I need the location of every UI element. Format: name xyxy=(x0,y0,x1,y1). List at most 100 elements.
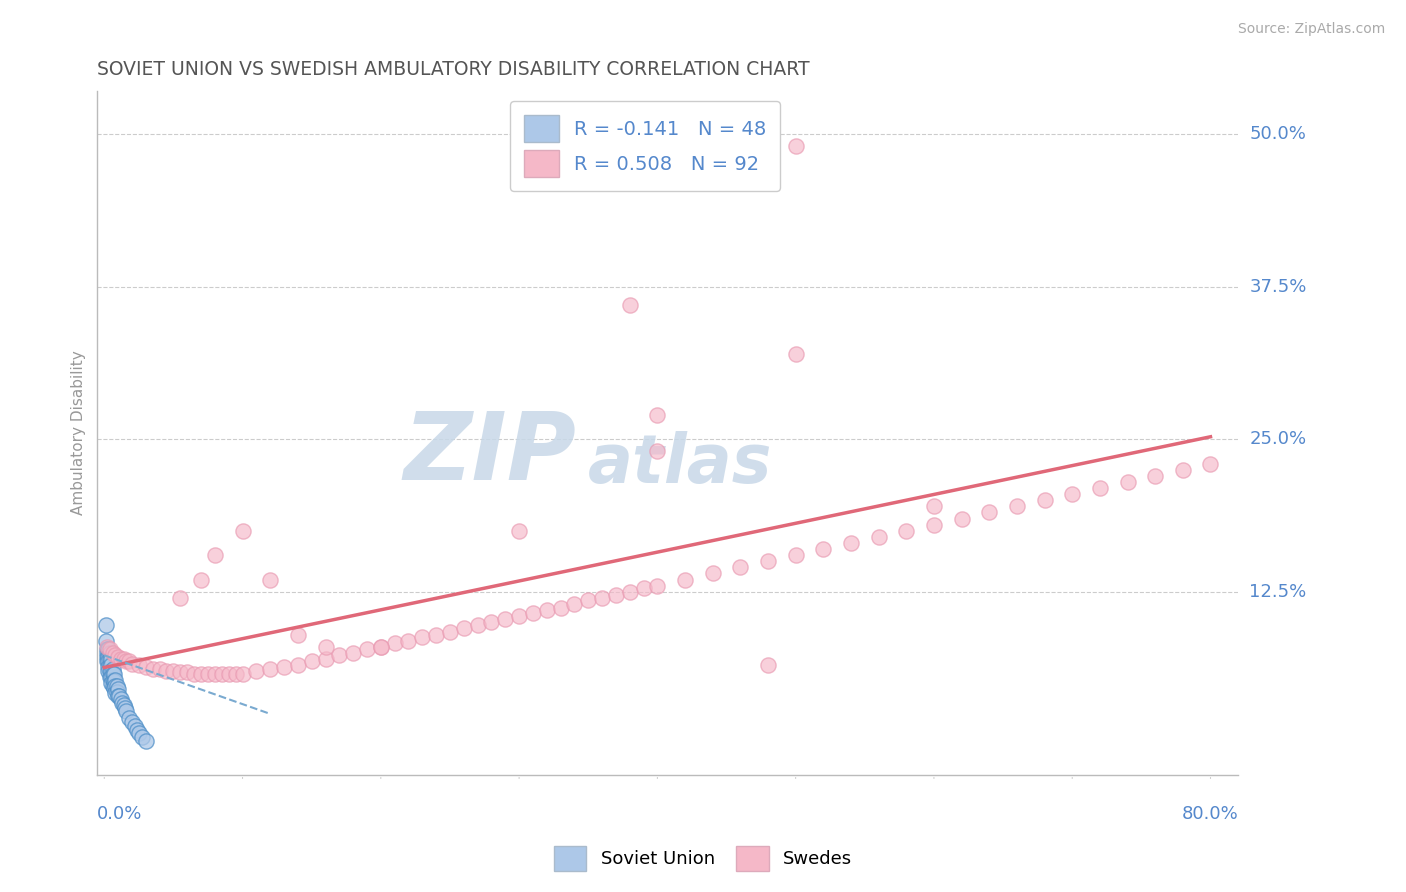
Point xyxy=(398,633,420,648)
Point xyxy=(115,654,138,668)
Text: 37.5%: 37.5% xyxy=(1250,277,1306,295)
Point xyxy=(356,642,378,657)
Point xyxy=(94,633,117,648)
Point xyxy=(97,654,120,668)
Point xyxy=(702,566,724,581)
Point xyxy=(155,664,177,678)
Point xyxy=(97,664,120,678)
Point xyxy=(494,612,516,626)
Point xyxy=(315,640,337,654)
Point xyxy=(115,705,138,719)
Point xyxy=(813,542,835,557)
Point xyxy=(190,573,212,587)
Point xyxy=(508,609,530,624)
Point xyxy=(508,524,530,538)
Text: 80.0%: 80.0% xyxy=(1181,805,1239,823)
Point xyxy=(98,642,121,657)
Point xyxy=(591,591,613,605)
Point xyxy=(453,622,475,636)
Point xyxy=(1144,468,1167,483)
Point xyxy=(98,658,121,673)
Point xyxy=(97,660,120,674)
Point xyxy=(245,664,267,678)
Point xyxy=(105,685,128,699)
Point xyxy=(114,700,136,714)
Point xyxy=(756,554,779,568)
Point xyxy=(481,615,503,630)
Point xyxy=(128,658,150,673)
Point xyxy=(96,649,118,664)
Point xyxy=(204,548,226,562)
Point xyxy=(211,666,233,681)
Point xyxy=(112,698,135,713)
Point xyxy=(96,646,118,660)
Point xyxy=(785,548,807,562)
Point xyxy=(97,642,120,657)
Point xyxy=(104,679,127,693)
Point xyxy=(110,692,132,706)
Point xyxy=(107,682,129,697)
Point xyxy=(785,347,807,361)
Point xyxy=(564,597,586,611)
Point xyxy=(131,730,153,744)
Point xyxy=(1171,463,1194,477)
Point xyxy=(96,640,118,654)
Point xyxy=(100,652,122,666)
Point xyxy=(633,581,655,595)
Point xyxy=(979,505,1001,519)
Point xyxy=(112,652,135,666)
Point xyxy=(105,679,128,693)
Point xyxy=(1199,457,1222,471)
Point xyxy=(287,658,309,673)
Point xyxy=(183,666,205,681)
Point xyxy=(142,662,165,676)
Point xyxy=(100,664,122,678)
Point xyxy=(204,666,226,681)
Point xyxy=(896,524,918,538)
Point xyxy=(124,719,146,733)
Point xyxy=(103,673,125,688)
Legend: R = -0.141   N = 48, R = 0.508   N = 92: R = -0.141 N = 48, R = 0.508 N = 92 xyxy=(510,101,780,191)
Point xyxy=(328,648,350,663)
Point xyxy=(97,649,120,664)
Point xyxy=(647,408,669,422)
Point xyxy=(259,662,281,676)
Point xyxy=(148,662,170,676)
Point xyxy=(342,646,364,660)
Point xyxy=(619,298,641,312)
Point xyxy=(98,670,121,684)
Point xyxy=(121,657,143,671)
Point xyxy=(922,517,945,532)
Point xyxy=(101,673,124,687)
Point xyxy=(110,652,132,666)
Point xyxy=(108,689,131,703)
Point xyxy=(619,584,641,599)
Point xyxy=(107,689,129,703)
Point xyxy=(128,726,150,740)
Text: Source: ZipAtlas.com: Source: ZipAtlas.com xyxy=(1237,22,1385,37)
Point xyxy=(232,524,254,538)
Point xyxy=(98,646,121,660)
Point xyxy=(550,600,572,615)
Point xyxy=(225,666,247,681)
Point xyxy=(730,560,752,574)
Text: ZIP: ZIP xyxy=(404,408,576,500)
Point xyxy=(135,733,157,747)
Point xyxy=(673,573,696,587)
Point xyxy=(576,593,599,607)
Text: atlas: atlas xyxy=(588,431,772,497)
Point xyxy=(162,664,184,678)
Point xyxy=(101,662,124,676)
Point xyxy=(605,589,627,603)
Point xyxy=(647,579,669,593)
Point xyxy=(103,666,125,681)
Point xyxy=(118,710,141,724)
Point xyxy=(301,654,323,668)
Point xyxy=(756,658,779,673)
Point xyxy=(190,666,212,681)
Text: 12.5%: 12.5% xyxy=(1250,582,1306,601)
Point xyxy=(384,636,406,650)
Point xyxy=(370,640,392,654)
Point xyxy=(868,530,890,544)
Point xyxy=(411,630,433,644)
